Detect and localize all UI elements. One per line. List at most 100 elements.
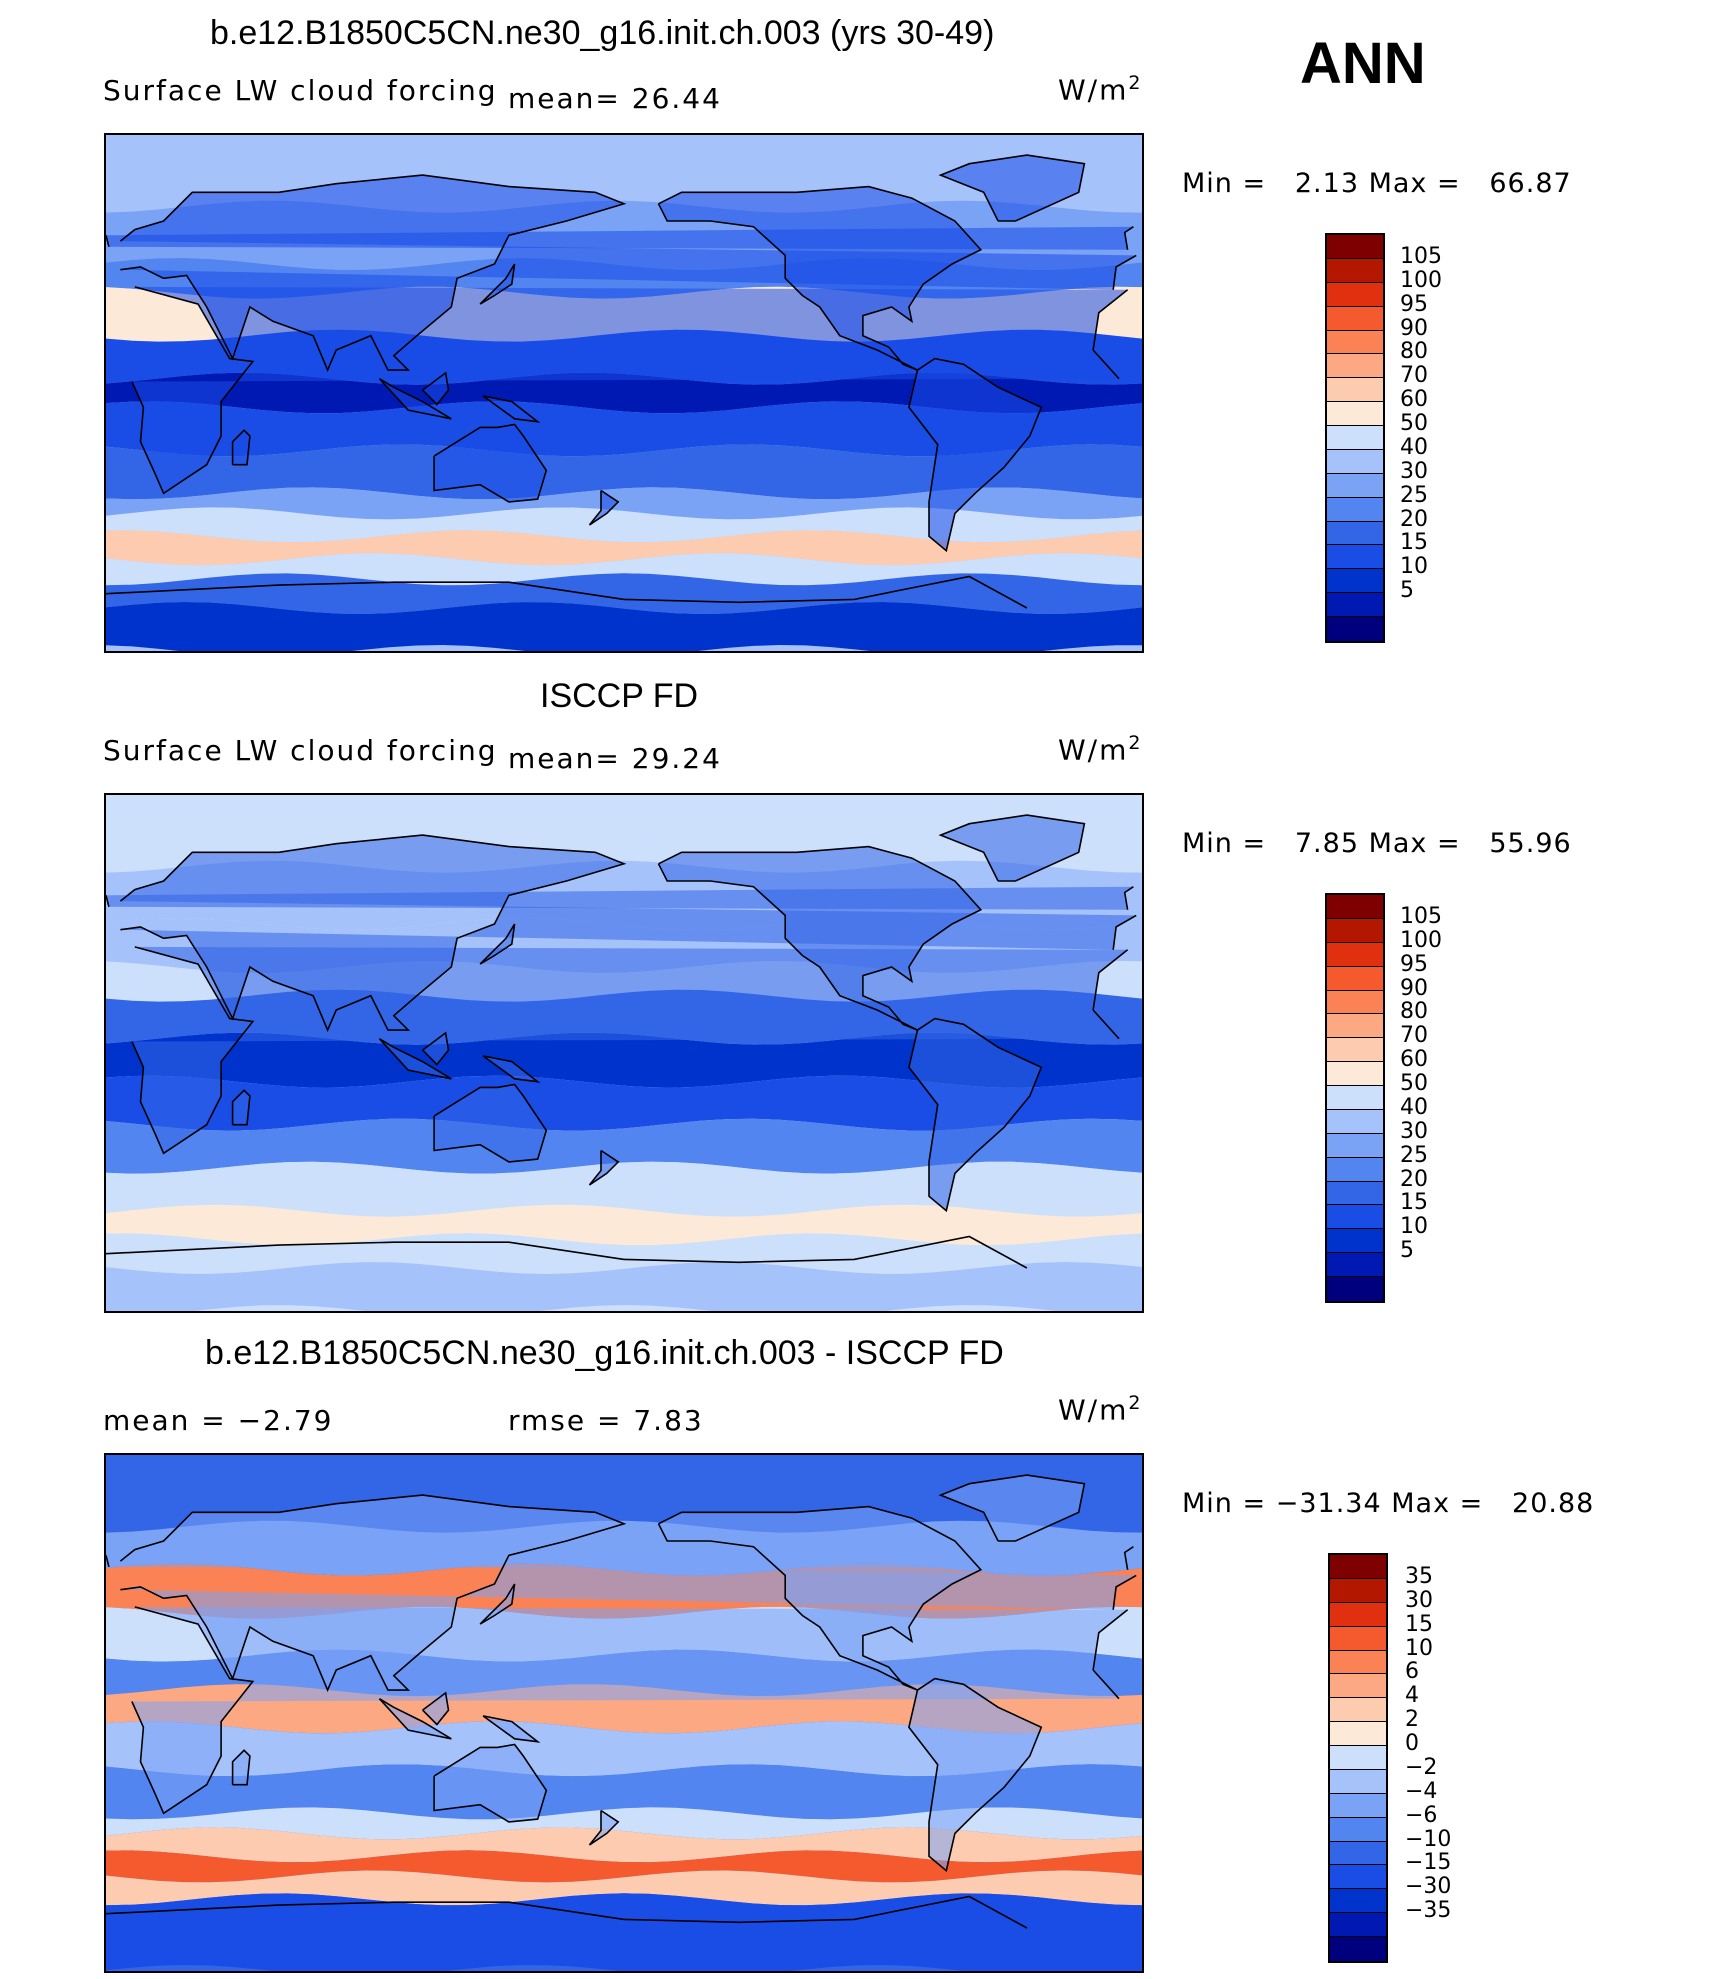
map-coastline xyxy=(119,174,627,373)
map-coastline xyxy=(482,1055,541,1083)
map-land-fill xyxy=(483,1715,538,1742)
colorbar-cell xyxy=(1330,1793,1386,1818)
panel1-minmax: Min = 2.13 Max = 66.87 xyxy=(1182,168,1572,199)
map-land-fill xyxy=(120,175,1137,371)
colorbar-tick-label: 40 xyxy=(1400,1094,1428,1120)
panel3-mean: mean = −2.79 xyxy=(103,1404,334,1437)
colorbar-cell xyxy=(1330,1602,1386,1627)
colorbar-tick-label: 70 xyxy=(1400,1023,1428,1049)
colorbar-cell xyxy=(1327,617,1383,641)
map-land-fill xyxy=(434,1744,547,1822)
colorbar-cell xyxy=(1327,895,1383,919)
panel3-colorbar xyxy=(1328,1553,1388,1963)
colorbar-cell xyxy=(1327,402,1383,426)
panel1-title: b.e12.B1850C5CN.ne30_g16.init.ch.003 (yr… xyxy=(210,14,995,52)
colorbar-cell xyxy=(1330,1722,1386,1746)
season-label: ANN xyxy=(1300,31,1426,96)
colorbar-tick-label: 2 xyxy=(1405,1707,1419,1733)
colorbar-cell xyxy=(1327,593,1383,617)
colorbar-tick-label: 10 xyxy=(1400,554,1428,580)
map-land-fill xyxy=(908,1018,1042,1211)
map-field-band xyxy=(106,401,1142,457)
colorbar-cell xyxy=(1327,306,1383,331)
panel3-unit: W/m2 xyxy=(1058,1392,1143,1427)
map-field-band xyxy=(106,372,1142,414)
colorbar-tick-label: 40 xyxy=(1400,434,1428,460)
colorbar-tick-label: 5 xyxy=(1400,1238,1414,1264)
panel2-title: ISCCP FD xyxy=(540,677,699,715)
colorbar-cell xyxy=(1327,426,1383,450)
map-land-fill xyxy=(483,1055,538,1082)
map-coastline xyxy=(623,1235,1028,1269)
colorbar-tick-label: 25 xyxy=(1400,482,1428,508)
colorbar-cell xyxy=(1327,235,1383,259)
map-field-band xyxy=(106,1893,1142,1971)
panel1-map xyxy=(104,133,1144,653)
map-field-band xyxy=(106,487,1142,520)
colorbar-cell xyxy=(1327,569,1383,594)
map-coastline xyxy=(479,923,516,965)
colorbar-tick-label: 90 xyxy=(1400,975,1428,1001)
colorbar-tick-label: 90 xyxy=(1400,315,1428,341)
map-coastline xyxy=(422,1691,450,1726)
colorbar-tick-label: 105 xyxy=(1400,243,1442,269)
map-field-band xyxy=(106,1827,1142,1863)
map-coastline xyxy=(938,154,1086,222)
colorbar-cell xyxy=(1327,1205,1383,1230)
map-field-band xyxy=(106,553,1142,586)
colorbar-cell xyxy=(1327,521,1383,546)
map-coastline xyxy=(422,371,450,406)
map-coastline xyxy=(119,834,627,1033)
map-field-band xyxy=(106,1721,1142,1777)
map-field-band xyxy=(106,1075,1142,1131)
map-coastline xyxy=(433,423,548,503)
colorbar-tick-label: 80 xyxy=(1400,999,1428,1025)
map-coastline xyxy=(908,1017,1043,1213)
map-coastline xyxy=(1092,949,1129,1011)
map-field-band xyxy=(106,530,1142,566)
colorbar-cell xyxy=(1327,1086,1383,1110)
map-land-fill xyxy=(908,1678,1042,1871)
map-coastline xyxy=(106,235,110,247)
panel2-map xyxy=(104,793,1144,1313)
colorbar-cell xyxy=(1327,966,1383,991)
colorbar-cell xyxy=(1327,449,1383,474)
colorbar-cell xyxy=(1330,1674,1386,1699)
map-coastline xyxy=(378,1698,452,1740)
colorbar-cell xyxy=(1330,1937,1386,1961)
colorbar-tick-label: 100 xyxy=(1400,267,1442,293)
colorbar-cell xyxy=(1327,942,1383,967)
map-coastline xyxy=(1092,1669,1120,1700)
colorbar-tick-label: 35 xyxy=(1405,1563,1433,1589)
panel3-title: b.e12.B1850C5CN.ne30_g16.init.ch.003 - I… xyxy=(205,1334,1004,1372)
map-field-band xyxy=(106,1262,1142,1311)
map-coastline xyxy=(119,1494,627,1693)
colorbar-tick-label: 25 xyxy=(1400,1142,1428,1168)
map-coastline xyxy=(479,1583,516,1625)
colorbar-cell xyxy=(1327,918,1383,943)
colorbar-tick-label: −15 xyxy=(1405,1850,1452,1876)
map-field-band xyxy=(106,1807,1142,1840)
map-coastline xyxy=(1112,914,1137,950)
colorbar-tick-label: −2 xyxy=(1405,1754,1438,1780)
panel2-mean: mean= 29.24 xyxy=(508,742,722,775)
map-coastline xyxy=(106,895,110,907)
map-coastline xyxy=(1112,1574,1137,1610)
map-coastline xyxy=(482,1715,541,1743)
colorbar-cell xyxy=(1327,497,1383,522)
colorbar-tick-label: 105 xyxy=(1400,903,1442,929)
colorbar-cell xyxy=(1330,1913,1386,1937)
colorbar-cell xyxy=(1327,258,1383,283)
colorbar-tick-label: 15 xyxy=(1400,1190,1428,1216)
colorbar-tick-label: 10 xyxy=(1405,1635,1433,1661)
map-land-fill xyxy=(940,815,1085,881)
colorbar-cell xyxy=(1327,282,1383,307)
map-coastline xyxy=(1092,289,1129,351)
colorbar-tick-label: 4 xyxy=(1405,1683,1419,1709)
colorbar-tick-label: 70 xyxy=(1400,363,1428,389)
map-coastline xyxy=(938,1474,1086,1542)
colorbar-cell xyxy=(1330,1889,1386,1914)
map-land-fill xyxy=(480,264,515,305)
colorbar-cell xyxy=(1327,1038,1383,1063)
colorbar-cell xyxy=(1327,1181,1383,1206)
